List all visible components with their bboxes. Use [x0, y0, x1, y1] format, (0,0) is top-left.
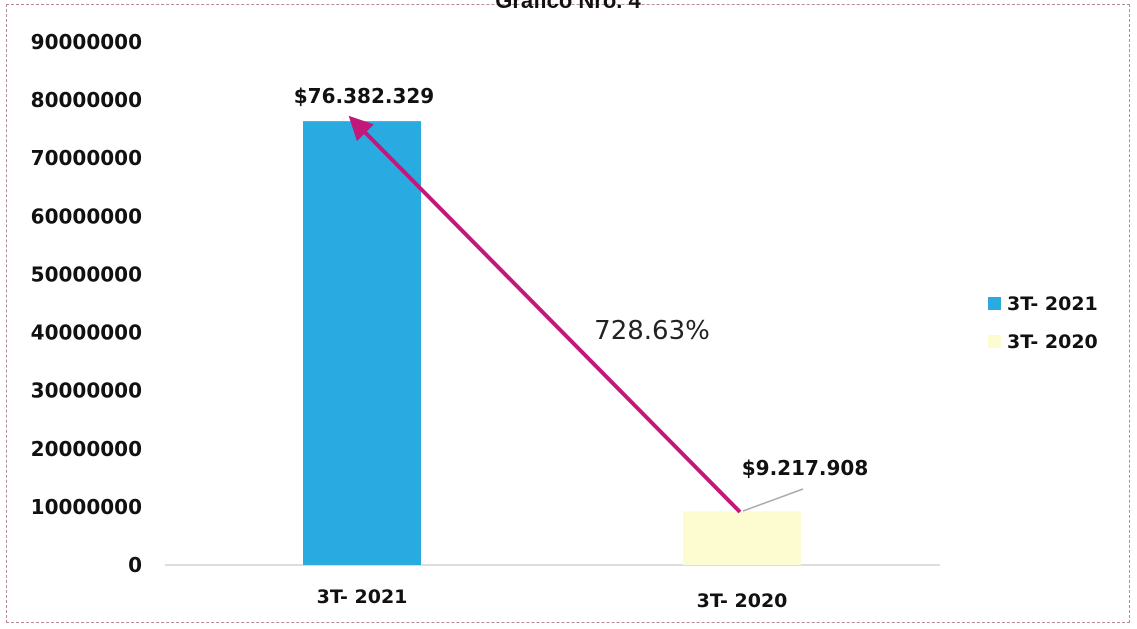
- growth-percentage-annotation: 728.63%: [594, 316, 710, 346]
- legend-label: 3T- 2021: [1007, 293, 1098, 315]
- bar-3t-2020: [683, 511, 801, 565]
- chart-title: Grafico Nro. 4: [495, 0, 641, 13]
- bars-group: [303, 121, 801, 566]
- x-tick-label: 3T- 2021: [317, 586, 408, 608]
- y-tick-label: 80000000: [31, 88, 142, 112]
- x-axis-category-labels: 3T- 2021 3T- 2020: [317, 586, 788, 612]
- y-axis-ticks: 0 10000000 20000000 30000000 40000000 5000000…: [31, 30, 142, 577]
- legend-label: 3T- 2020: [1007, 331, 1098, 353]
- legend-swatch: [988, 335, 1001, 348]
- y-tick-label: 90000000: [31, 30, 142, 54]
- y-tick-label: 30000000: [31, 379, 142, 403]
- y-tick-label: 10000000: [31, 495, 142, 519]
- data-labels-group: $76.382.329 $9.217.908: [294, 84, 868, 480]
- legend-swatch: [988, 297, 1001, 310]
- y-tick-label: 20000000: [31, 437, 142, 461]
- y-tick-label: 60000000: [31, 204, 142, 228]
- data-label-leader-line: [742, 488, 804, 512]
- growth-arrow: [348, 115, 742, 514]
- data-label-3t-2021: $76.382.329: [294, 84, 434, 108]
- y-tick-label: 70000000: [31, 146, 142, 170]
- x-tick-label: 3T- 2020: [697, 590, 788, 612]
- data-label-3t-2020: $9.217.908: [742, 456, 869, 480]
- y-tick-label: 50000000: [31, 262, 142, 286]
- y-tick-label: 0: [128, 553, 142, 577]
- legend: 3T- 2021 3T- 2020: [988, 293, 1098, 353]
- chart-frame: [6, 4, 1130, 623]
- y-tick-label: 40000000: [31, 321, 142, 345]
- bar-3t-2021: [303, 121, 421, 566]
